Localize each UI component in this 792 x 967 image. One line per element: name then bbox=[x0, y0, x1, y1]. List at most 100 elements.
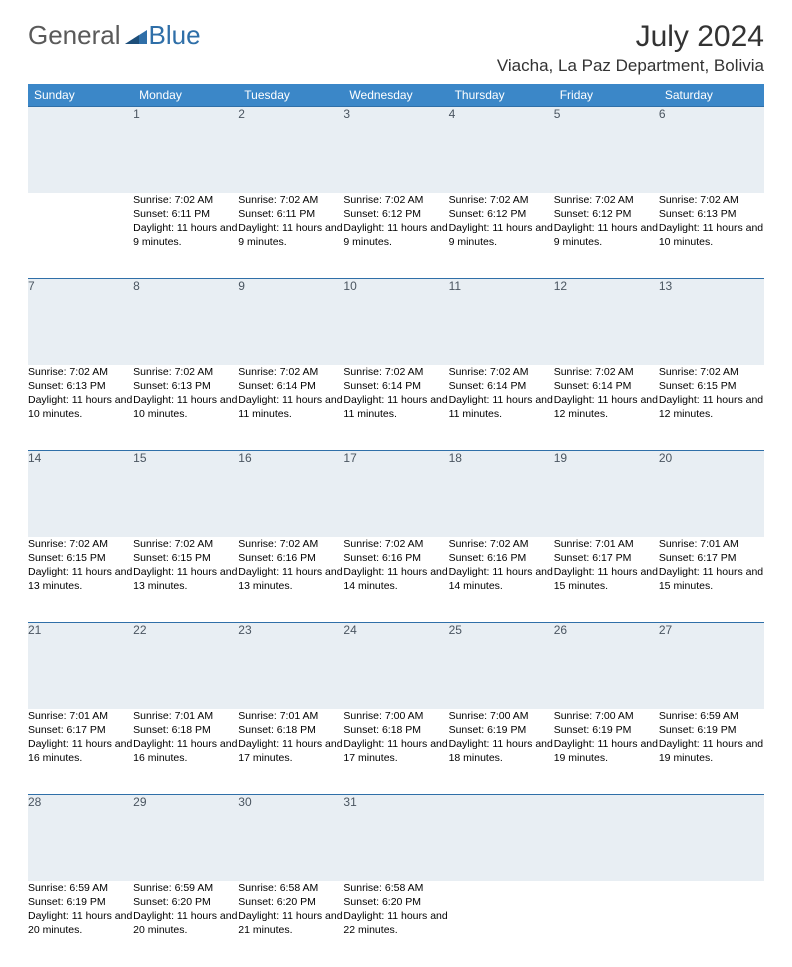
daylight-text: Daylight: 11 hours and 16 minutes. bbox=[133, 737, 238, 765]
day-detail: Sunrise: 7:02 AMSunset: 6:16 PMDaylight:… bbox=[238, 537, 343, 623]
weekday-header: Monday bbox=[133, 84, 238, 107]
day-number: 21 bbox=[28, 623, 133, 709]
weekday-header: Thursday bbox=[449, 84, 554, 107]
sunrise-text: Sunrise: 7:00 AM bbox=[449, 709, 554, 723]
sunrise-text: Sunrise: 7:02 AM bbox=[28, 537, 133, 551]
day-detail bbox=[449, 881, 554, 967]
day-number: 3 bbox=[343, 107, 448, 193]
day-number: 8 bbox=[133, 279, 238, 365]
daylight-text: Daylight: 11 hours and 17 minutes. bbox=[343, 737, 448, 765]
sunrise-text: Sunrise: 6:59 AM bbox=[28, 881, 133, 895]
sunrise-text: Sunrise: 6:59 AM bbox=[659, 709, 764, 723]
day-number: 30 bbox=[238, 795, 343, 881]
sunrise-text: Sunrise: 7:02 AM bbox=[659, 365, 764, 379]
day-number: 5 bbox=[554, 107, 659, 193]
day-detail: Sunrise: 7:02 AMSunset: 6:13 PMDaylight:… bbox=[659, 193, 764, 279]
weekday-header: Friday bbox=[554, 84, 659, 107]
day-number bbox=[28, 107, 133, 193]
day-detail bbox=[659, 881, 764, 967]
logo-text-general: General bbox=[28, 20, 121, 51]
daylight-text: Daylight: 11 hours and 13 minutes. bbox=[133, 565, 238, 593]
calendar-table: SundayMondayTuesdayWednesdayThursdayFrid… bbox=[28, 84, 764, 967]
sunrise-text: Sunrise: 7:02 AM bbox=[449, 365, 554, 379]
sunrise-text: Sunrise: 6:58 AM bbox=[238, 881, 343, 895]
sunset-text: Sunset: 6:19 PM bbox=[449, 723, 554, 737]
sunrise-text: Sunrise: 7:02 AM bbox=[238, 365, 343, 379]
day-number: 18 bbox=[449, 451, 554, 537]
sunrise-text: Sunrise: 7:02 AM bbox=[28, 365, 133, 379]
day-detail: Sunrise: 7:02 AMSunset: 6:15 PMDaylight:… bbox=[28, 537, 133, 623]
day-detail: Sunrise: 6:59 AMSunset: 6:20 PMDaylight:… bbox=[133, 881, 238, 967]
sunrise-text: Sunrise: 7:02 AM bbox=[659, 193, 764, 207]
day-detail bbox=[554, 881, 659, 967]
day-detail: Sunrise: 7:02 AMSunset: 6:14 PMDaylight:… bbox=[343, 365, 448, 451]
sunset-text: Sunset: 6:15 PM bbox=[659, 379, 764, 393]
sunrise-text: Sunrise: 7:02 AM bbox=[238, 193, 343, 207]
sunrise-text: Sunrise: 6:59 AM bbox=[133, 881, 238, 895]
daylight-text: Daylight: 11 hours and 18 minutes. bbox=[449, 737, 554, 765]
daylight-text: Daylight: 11 hours and 19 minutes. bbox=[554, 737, 659, 765]
sunrise-text: Sunrise: 7:02 AM bbox=[554, 193, 659, 207]
sunset-text: Sunset: 6:12 PM bbox=[343, 207, 448, 221]
day-detail: Sunrise: 7:02 AMSunset: 6:14 PMDaylight:… bbox=[449, 365, 554, 451]
day-detail: Sunrise: 6:59 AMSunset: 6:19 PMDaylight:… bbox=[659, 709, 764, 795]
day-number: 28 bbox=[28, 795, 133, 881]
day-number: 26 bbox=[554, 623, 659, 709]
day-detail: Sunrise: 6:59 AMSunset: 6:19 PMDaylight:… bbox=[28, 881, 133, 967]
day-detail: Sunrise: 7:01 AMSunset: 6:17 PMDaylight:… bbox=[659, 537, 764, 623]
daylight-text: Daylight: 11 hours and 15 minutes. bbox=[659, 565, 764, 593]
daylight-text: Daylight: 11 hours and 9 minutes. bbox=[554, 221, 659, 249]
daylight-text: Daylight: 11 hours and 9 minutes. bbox=[133, 221, 238, 249]
day-number: 6 bbox=[659, 107, 764, 193]
day-number: 12 bbox=[554, 279, 659, 365]
weekday-header-row: SundayMondayTuesdayWednesdayThursdayFrid… bbox=[28, 84, 764, 107]
sunset-text: Sunset: 6:16 PM bbox=[238, 551, 343, 565]
day-number: 25 bbox=[449, 623, 554, 709]
sunrise-text: Sunrise: 7:02 AM bbox=[133, 193, 238, 207]
day-detail-row: Sunrise: 7:02 AMSunset: 6:15 PMDaylight:… bbox=[28, 537, 764, 623]
day-number: 1 bbox=[133, 107, 238, 193]
sunrise-text: Sunrise: 7:02 AM bbox=[343, 365, 448, 379]
day-detail: Sunrise: 7:02 AMSunset: 6:16 PMDaylight:… bbox=[449, 537, 554, 623]
day-number: 19 bbox=[554, 451, 659, 537]
sunrise-text: Sunrise: 7:02 AM bbox=[133, 365, 238, 379]
day-number: 4 bbox=[449, 107, 554, 193]
daylight-text: Daylight: 11 hours and 11 minutes. bbox=[449, 393, 554, 421]
logo-icon bbox=[125, 20, 147, 51]
sunrise-text: Sunrise: 7:01 AM bbox=[28, 709, 133, 723]
sunrise-text: Sunrise: 7:01 AM bbox=[659, 537, 764, 551]
day-number: 31 bbox=[343, 795, 448, 881]
sunrise-text: Sunrise: 7:02 AM bbox=[449, 537, 554, 551]
sunset-text: Sunset: 6:17 PM bbox=[659, 551, 764, 565]
sunset-text: Sunset: 6:17 PM bbox=[28, 723, 133, 737]
sunrise-text: Sunrise: 6:58 AM bbox=[343, 881, 448, 895]
day-detail: Sunrise: 7:01 AMSunset: 6:18 PMDaylight:… bbox=[238, 709, 343, 795]
day-number: 11 bbox=[449, 279, 554, 365]
sunset-text: Sunset: 6:11 PM bbox=[238, 207, 343, 221]
day-number bbox=[449, 795, 554, 881]
daylight-text: Daylight: 11 hours and 12 minutes. bbox=[554, 393, 659, 421]
day-detail: Sunrise: 7:01 AMSunset: 6:18 PMDaylight:… bbox=[133, 709, 238, 795]
sunset-text: Sunset: 6:20 PM bbox=[133, 895, 238, 909]
day-detail-row: Sunrise: 7:01 AMSunset: 6:17 PMDaylight:… bbox=[28, 709, 764, 795]
sunset-text: Sunset: 6:13 PM bbox=[133, 379, 238, 393]
daylight-text: Daylight: 11 hours and 13 minutes. bbox=[238, 565, 343, 593]
sunset-text: Sunset: 6:20 PM bbox=[343, 895, 448, 909]
daylight-text: Daylight: 11 hours and 14 minutes. bbox=[449, 565, 554, 593]
day-number: 7 bbox=[28, 279, 133, 365]
sunset-text: Sunset: 6:15 PM bbox=[28, 551, 133, 565]
day-detail: Sunrise: 7:02 AMSunset: 6:12 PMDaylight:… bbox=[554, 193, 659, 279]
logo: General Blue bbox=[28, 20, 201, 51]
sunset-text: Sunset: 6:15 PM bbox=[133, 551, 238, 565]
logo-text-blue: Blue bbox=[149, 20, 201, 51]
day-detail: Sunrise: 7:02 AMSunset: 6:15 PMDaylight:… bbox=[133, 537, 238, 623]
daylight-text: Daylight: 11 hours and 21 minutes. bbox=[238, 909, 343, 937]
sunrise-text: Sunrise: 7:01 AM bbox=[554, 537, 659, 551]
sunset-text: Sunset: 6:13 PM bbox=[28, 379, 133, 393]
daylight-text: Daylight: 11 hours and 11 minutes. bbox=[343, 393, 448, 421]
day-detail: Sunrise: 7:02 AMSunset: 6:14 PMDaylight:… bbox=[238, 365, 343, 451]
weekday-header: Saturday bbox=[659, 84, 764, 107]
day-detail: Sunrise: 7:01 AMSunset: 6:17 PMDaylight:… bbox=[28, 709, 133, 795]
day-detail-row: Sunrise: 7:02 AMSunset: 6:11 PMDaylight:… bbox=[28, 193, 764, 279]
day-detail: Sunrise: 7:02 AMSunset: 6:14 PMDaylight:… bbox=[554, 365, 659, 451]
